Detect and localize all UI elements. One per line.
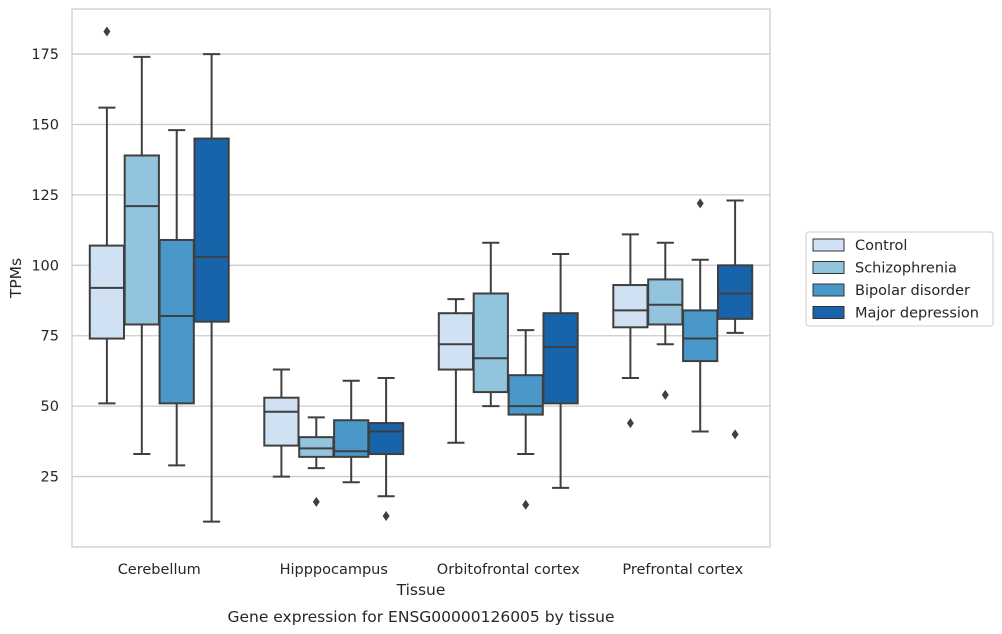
box (263, 396, 300, 447)
box (88, 244, 126, 340)
outlier-point (522, 499, 530, 510)
outlier-point (696, 198, 704, 209)
box (367, 422, 405, 456)
box-plot (367, 376, 405, 522)
box-plot (647, 241, 684, 400)
legend-swatch (812, 283, 845, 297)
plot-frame (71, 8, 771, 548)
figure-caption: Gene expression for ENSG00000126005 by t… (227, 608, 614, 626)
box (542, 312, 579, 405)
legend-label: Bipolar disorder (855, 283, 970, 299)
box-plot (88, 26, 126, 405)
x-tick-label: Hipppocampus (280, 562, 388, 578)
legend-label: Major depression (855, 306, 979, 322)
box (647, 278, 684, 326)
box-plots (88, 26, 754, 523)
legend-frame (805, 231, 994, 327)
box-plot (716, 199, 754, 440)
legend-label: Schizophrenia (855, 261, 957, 277)
y-tick-label: 175 (31, 47, 59, 63)
legend-swatch (812, 306, 845, 319)
y-tick-label: 25 (41, 470, 59, 486)
box-plot (298, 416, 335, 507)
legend-label: Control (855, 238, 907, 254)
box (298, 436, 335, 458)
box-plot (612, 233, 649, 429)
y-tick-labels: 25 50 75 100 125 150 175 (31, 47, 59, 486)
legend: Control Schizophrenia Bipolar disorder Majo… (805, 231, 994, 327)
box-plot (472, 241, 509, 408)
box-plot (542, 253, 579, 489)
y-tick-label: 75 (41, 329, 59, 345)
y-tick-label: 125 (31, 188, 59, 204)
outlier-point (103, 26, 111, 37)
outlier-point (626, 418, 634, 429)
y-tick-label: 100 (31, 258, 59, 274)
box (123, 154, 160, 326)
box-plot (158, 129, 195, 467)
box (158, 238, 195, 405)
box-plot (263, 368, 300, 478)
y-axis-title: TPMs (7, 258, 25, 299)
box (193, 137, 230, 323)
x-tick-labels: Cerebellum Hipppocampus Orbitofrontal cort… (118, 562, 744, 578)
box-plot (333, 379, 370, 484)
legend-swatch (812, 261, 845, 274)
box-plot (507, 329, 544, 510)
box (437, 312, 475, 371)
x-axis-title: Tissue (396, 581, 446, 599)
box (716, 264, 754, 320)
box-plot (682, 198, 719, 433)
box-plot (193, 53, 230, 523)
outlier-point (312, 496, 320, 507)
outlier-point (661, 389, 669, 400)
outlier-point (382, 511, 390, 522)
box (682, 309, 719, 363)
outlier-point (731, 429, 739, 440)
y-tick-label: 50 (41, 399, 59, 415)
x-tick-label: Prefrontal cortex (622, 562, 743, 578)
box (612, 284, 649, 329)
x-tick-label: Cerebellum (118, 562, 201, 578)
box (507, 374, 544, 416)
y-tick-label: 150 (31, 117, 59, 133)
x-tick-label: Orbitofrontal cortex (437, 562, 580, 578)
legend-swatch (812, 238, 845, 252)
box (472, 292, 509, 394)
